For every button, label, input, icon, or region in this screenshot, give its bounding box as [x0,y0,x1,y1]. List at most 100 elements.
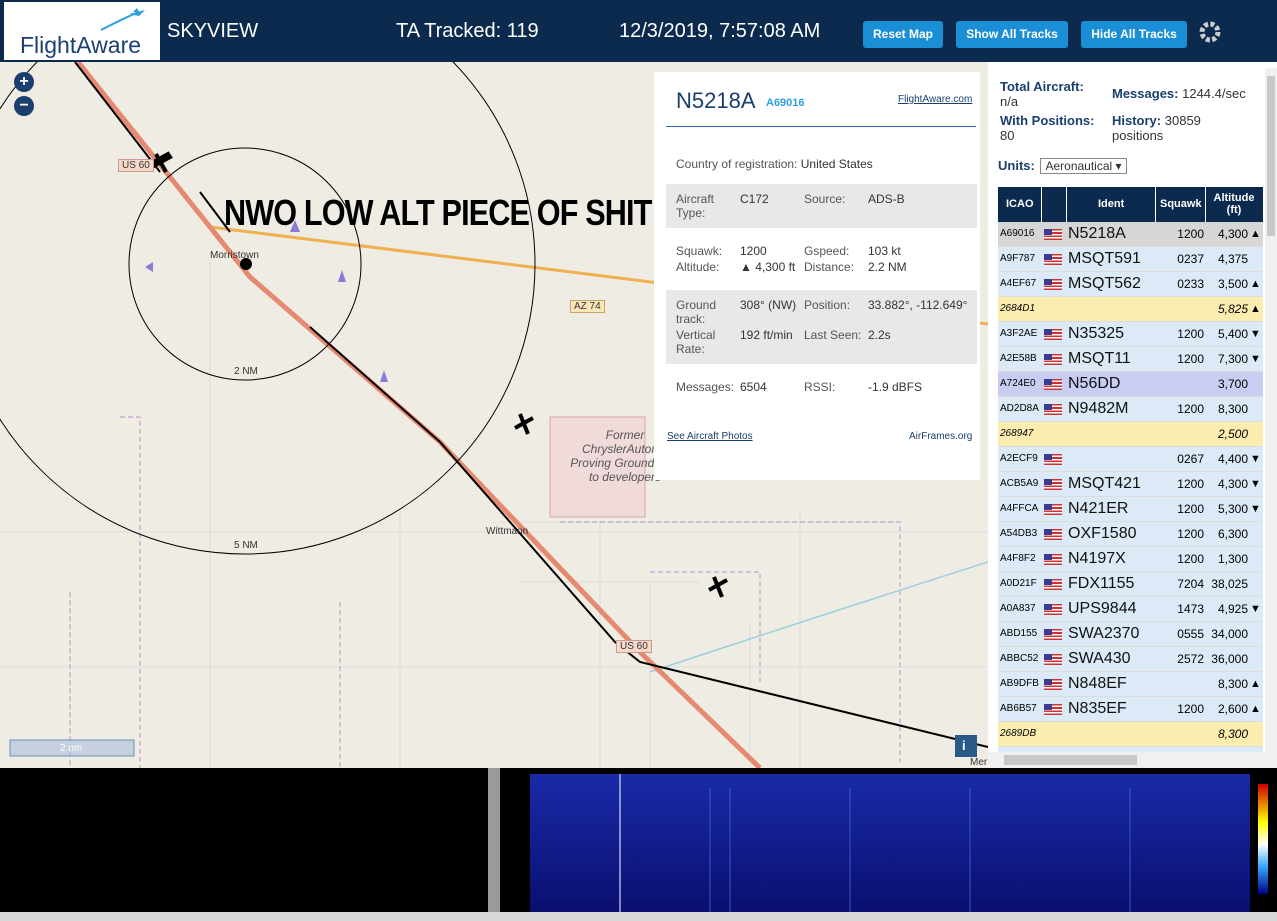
column-header[interactable]: Ident [1098,198,1125,210]
flag [1044,654,1062,665]
squawk: 0237 [1177,252,1204,266]
ident: MSQT11 [1068,350,1131,367]
table-row[interactable]: A0A837 UPS9844 1473 4,925 ▼ [998,597,1263,622]
zoom-in[interactable]: + [14,72,34,92]
table-row[interactable]: A4FFCA N421ER 1200 5,300 ▼ [998,497,1263,522]
altitude: 3,500 [1217,277,1248,291]
field-label: Last Seen: [804,328,862,342]
table-row[interactable]: ABBC52 SWA430 2572 36,000 [998,647,1263,672]
column-header[interactable]: Squawk [1160,198,1202,210]
table-row[interactable]: A2E58B MSQT11 1200 7,300 ▼ [998,347,1263,372]
field-label: Source: [804,192,846,206]
table-row[interactable]: A9F787 MSQT591 0237 4,375 [998,247,1263,272]
flightaware-link[interactable]: FlightAware.com [898,94,973,105]
table-row[interactable]: A4EF67 MSQT562 0233 3,500 ▲ [998,272,1263,297]
stat-label: Total Aircraft: [1000,79,1084,94]
altitude: 8,300 [1217,727,1248,741]
table-row[interactable]: A3F2AE N35325 1200 5,400 ▼ [998,322,1263,347]
show-tracks-button[interactable]: Show All Tracks [956,21,1068,48]
info-button[interactable]: i [962,738,966,753]
flag-canton [1044,254,1052,260]
altitude: 8,300 [1217,402,1248,416]
table-row[interactable]: 2689DB 8,300 [998,722,1263,747]
table-row[interactable]: AB6B57 N835EF 1200 2,600 ▲ [998,697,1263,722]
ident: N56DD [1068,375,1121,392]
altitude: 4,400 [1217,452,1248,466]
scrollbar[interactable] [1265,68,1277,768]
table-row[interactable]: A2ECF9 0267 4,400 ▼ [998,447,1263,472]
table-row[interactable]: A4F8F2 N4197X 1200 1,300 [998,547,1263,572]
trend: ▲ [1250,703,1261,715]
table-row[interactable]: A0D21F FDX1155 7204 38,025 [998,572,1263,597]
units-value: Aeronautical [1045,159,1113,173]
hide-tracks-button[interactable]: Hide All Tracks [1081,21,1187,48]
altitude: 38,025 [1211,577,1248,591]
road-label: US 60 [118,159,154,172]
units-select[interactable]: Aeronautical ▾ [1040,158,1127,174]
icao: A0D21F [1000,578,1037,589]
column-header[interactable]: ICAO [1006,198,1034,210]
settings-icon[interactable] [1198,20,1222,44]
total-aircraft: Total Aircraft: n/a [1000,79,1084,109]
altitude: 3,700 [1217,377,1248,391]
icao: A2ECF9 [1000,453,1038,464]
field-value: 2.2 NM [868,260,907,274]
zoom-out[interactable]: − [14,96,34,116]
altitude: 34,000 [1211,627,1248,641]
icao: 268947 [1000,428,1034,439]
ident: SWA430 [1068,650,1131,667]
field-value: 308° (NW) [740,298,797,312]
table-row[interactable]: ABD155 SWA2370 0555 34,000 [998,622,1263,647]
field-value: ADS-B [868,192,905,206]
country: Country of registration: United States [676,157,873,171]
logo-plane [100,8,145,31]
ident: OXF1580 [1068,525,1137,542]
reset-map-button[interactable]: Reset Map [863,21,943,48]
h-scrollbar[interactable] [988,752,1277,768]
altitude: 4,375 [1217,252,1248,266]
icao: ABBC52 [1000,653,1039,664]
airframes-link[interactable]: AirFrames.org [909,431,973,442]
altitude: 8,300 [1217,677,1248,691]
flag-canton [1044,579,1052,585]
app-name: SKYVIEW [167,20,259,42]
field-label: RSSI: [804,380,836,394]
table-row[interactable]: A54DB3 OXF1580 1200 6,300 [998,522,1263,547]
flag-canton [1044,504,1052,510]
squawk: 1200 [1177,227,1204,241]
icao: AB9DFB [1000,678,1039,689]
ident: N421ER [1068,500,1129,517]
icao: ABD155 [1000,628,1038,639]
table-row[interactable]: AD2D8A N9482M 1200 8,300 [998,397,1263,422]
info-sections: Aircraft Type: C172 Source: ADS-B Squawk: 120… [654,184,980,410]
table-row[interactable]: 268947 2,500 [998,422,1263,447]
table-row[interactable]: ACB5A9 MSQT421 1200 4,300 ▼ [998,472,1263,497]
logo[interactable]: FlightAware [4,2,160,60]
stat-label: Units: [998,158,1035,173]
icao: A9F787 [1000,253,1036,264]
trend: ▲ [1250,678,1261,690]
column-header[interactable]: Altitude (ft) [1213,192,1255,216]
field-label: Squawk: [676,244,723,258]
field-label: Position: [804,298,851,312]
scale-label: 2 nm [60,743,83,754]
flag-canton [1044,654,1052,660]
table-row[interactable]: A69016 N5218A 1200 4,300 ▲ [998,222,1263,247]
aircraft-info-panel: N5218A A69016 FlightAware.com Country of… [654,72,980,480]
table-header: ICAO Ident Squawk Altitude (ft) [998,187,1263,222]
callsign: N5218A [676,88,756,113]
table-row[interactable]: AB9DFB N848EF 8,300 ▲ [998,672,1263,697]
photos-link[interactable]: See Aircraft Photos [667,431,753,442]
icao: A4F8F2 [1000,553,1036,564]
flag [1044,529,1062,540]
altitude: 4,300 [1217,227,1248,241]
table-row[interactable]: A724E0 N56DD 3,700 [998,372,1263,397]
field-label: Altitude: [676,260,720,274]
ident: MSQT421 [1068,475,1141,492]
field-label: Gspeed: [804,244,850,258]
flag [1044,279,1062,290]
squawk: 1200 [1177,527,1204,541]
field-value: C172 [740,192,769,206]
flag-canton [1044,329,1052,335]
table-row[interactable]: 2684D1 5,825 ▲ [998,297,1263,322]
